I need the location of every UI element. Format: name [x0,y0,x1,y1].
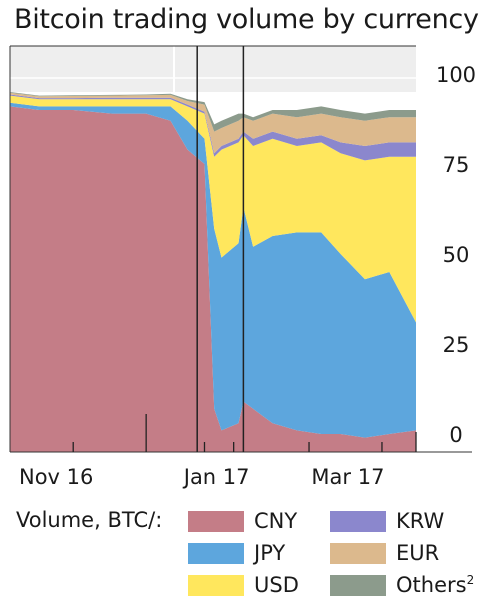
area-others [10,92,416,132]
area-usd [10,95,416,323]
overlay-layer [9,45,472,453]
area-eur [10,92,416,154]
tick-label-layer: Nov 16 Jan 17 Mar 17 0 25 50 75 100 [19,63,476,489]
y-tick-label: 0 [449,423,462,447]
area-jpy [10,102,416,438]
plot-background [10,46,416,92]
x-tick-label: Nov 16 [19,465,93,489]
y-tick-label: 50 [443,243,470,267]
chart-title: Bitcoin trading volume by currency [14,4,479,35]
y-tick-label: 100 [436,63,476,87]
x-tick-label: Mar 17 [311,465,384,489]
area-krw [10,94,416,161]
x-tick-label: Jan 17 [182,465,250,489]
area-cny [10,106,416,453]
area-layer [10,46,416,453]
y-tick-label: 25 [443,333,470,357]
y-tick-label: 75 [443,153,470,177]
